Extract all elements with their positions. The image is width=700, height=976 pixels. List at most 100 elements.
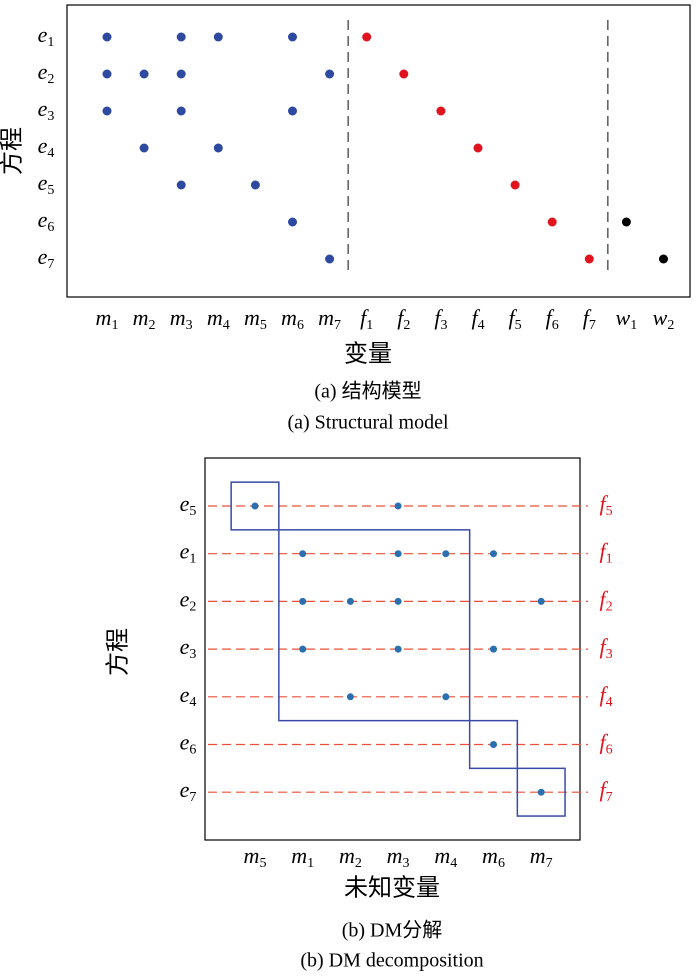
label-sub: 2 <box>355 856 362 871</box>
incidence-dot <box>139 143 149 153</box>
incidence-dot <box>621 217 631 227</box>
label: f1 <box>360 305 373 333</box>
label-sub: 4 <box>223 318 230 333</box>
label: f4 <box>471 305 484 333</box>
label-base: f <box>599 730 608 755</box>
label-base: m <box>170 305 186 330</box>
label-sub: 6 <box>498 856 505 871</box>
label-sub: 1 <box>366 318 373 333</box>
label-base: m <box>530 843 546 868</box>
label-base: f <box>599 682 608 707</box>
incidence-dot <box>510 180 520 190</box>
label: m5 <box>244 843 267 871</box>
incidence-dot <box>250 180 260 190</box>
label-sub: 2 <box>667 318 674 333</box>
incidence-dot <box>176 69 186 79</box>
label-base: e <box>180 682 190 707</box>
label-sub: 6 <box>189 743 196 758</box>
incidence-dot <box>102 106 112 116</box>
label-sub: 6 <box>47 220 54 235</box>
label-sub: 2 <box>149 318 156 333</box>
label-sub: 7 <box>606 790 613 805</box>
label: f4 <box>599 682 612 710</box>
label-base: f <box>599 491 608 516</box>
incidence-dot <box>473 143 483 153</box>
label-sub: 2 <box>47 72 54 87</box>
label-base: w <box>653 305 668 330</box>
label: f6 <box>599 730 612 758</box>
label: m4 <box>434 843 457 871</box>
label-base: m <box>318 305 334 330</box>
label-sub: 7 <box>47 257 54 272</box>
block <box>278 529 471 722</box>
label: e6 <box>38 207 55 235</box>
caption: (a) Structural model <box>287 412 448 434</box>
incidence-dot <box>325 69 335 79</box>
label-sub: 5 <box>189 504 196 519</box>
label-sub: 5 <box>260 318 267 333</box>
label-base: e <box>38 244 48 269</box>
label: f6 <box>546 305 559 333</box>
label-sub: 1 <box>111 318 118 333</box>
label-base: m <box>133 305 149 330</box>
label-base: e <box>38 207 48 232</box>
label: e4 <box>38 133 55 161</box>
label-base: e <box>38 170 48 195</box>
incidence-dot <box>299 597 307 605</box>
incidence-dot <box>176 106 186 116</box>
incidence-dot <box>299 645 307 653</box>
label-sub: 2 <box>606 600 613 615</box>
label: f3 <box>434 305 447 333</box>
caption: (b) DM decomposition <box>300 950 483 972</box>
incidence-dot <box>325 254 335 264</box>
label-sub: 5 <box>515 318 522 333</box>
incidence-dot <box>213 143 223 153</box>
caption: (b) DM分解 <box>342 919 443 942</box>
incidence-dot <box>139 69 149 79</box>
label-sub: 2 <box>189 600 196 615</box>
label-sub: 3 <box>186 318 193 333</box>
label: m6 <box>482 843 505 871</box>
label-base: e <box>180 634 190 659</box>
incidence-dot <box>394 502 402 510</box>
label-base: e <box>180 491 190 516</box>
incidence-dot <box>399 69 409 79</box>
label: e5 <box>38 170 55 198</box>
label-base: m <box>207 305 223 330</box>
label-base: f <box>471 305 480 330</box>
block <box>516 767 566 817</box>
label-sub: 4 <box>478 318 485 333</box>
label-sub: 1 <box>606 552 613 567</box>
incidence-dot <box>346 693 354 701</box>
incidence-dot <box>176 180 186 190</box>
label: e2 <box>180 586 197 614</box>
x-axis-label: 变量 <box>344 341 392 368</box>
label-base: w <box>616 305 631 330</box>
label-base: f <box>360 305 369 330</box>
label-sub: 4 <box>606 695 613 710</box>
label-base: m <box>339 843 355 868</box>
incidence-dot <box>346 597 354 605</box>
label-sub: 4 <box>189 695 196 710</box>
label: f1 <box>599 539 612 567</box>
incidence-dot <box>288 32 297 42</box>
incidence-dot <box>299 550 307 558</box>
incidence-dot <box>176 32 186 42</box>
label-sub: 6 <box>297 318 304 333</box>
incidence-dot <box>394 550 402 558</box>
label: m4 <box>207 305 230 333</box>
incidence-dot <box>490 645 497 653</box>
caption: (a) 结构模型 <box>314 380 421 403</box>
label-base: f <box>509 305 518 330</box>
label: e5 <box>180 491 197 519</box>
label: m3 <box>387 843 410 871</box>
label-sub: 4 <box>450 856 457 871</box>
label: f3 <box>599 634 612 662</box>
label: f7 <box>599 777 612 805</box>
label: m5 <box>244 305 267 333</box>
label-base: e <box>38 96 48 121</box>
label-sub: 1 <box>630 318 637 333</box>
incidence-dot <box>251 502 259 510</box>
label: m1 <box>96 305 119 333</box>
incidence-dot <box>490 741 497 748</box>
